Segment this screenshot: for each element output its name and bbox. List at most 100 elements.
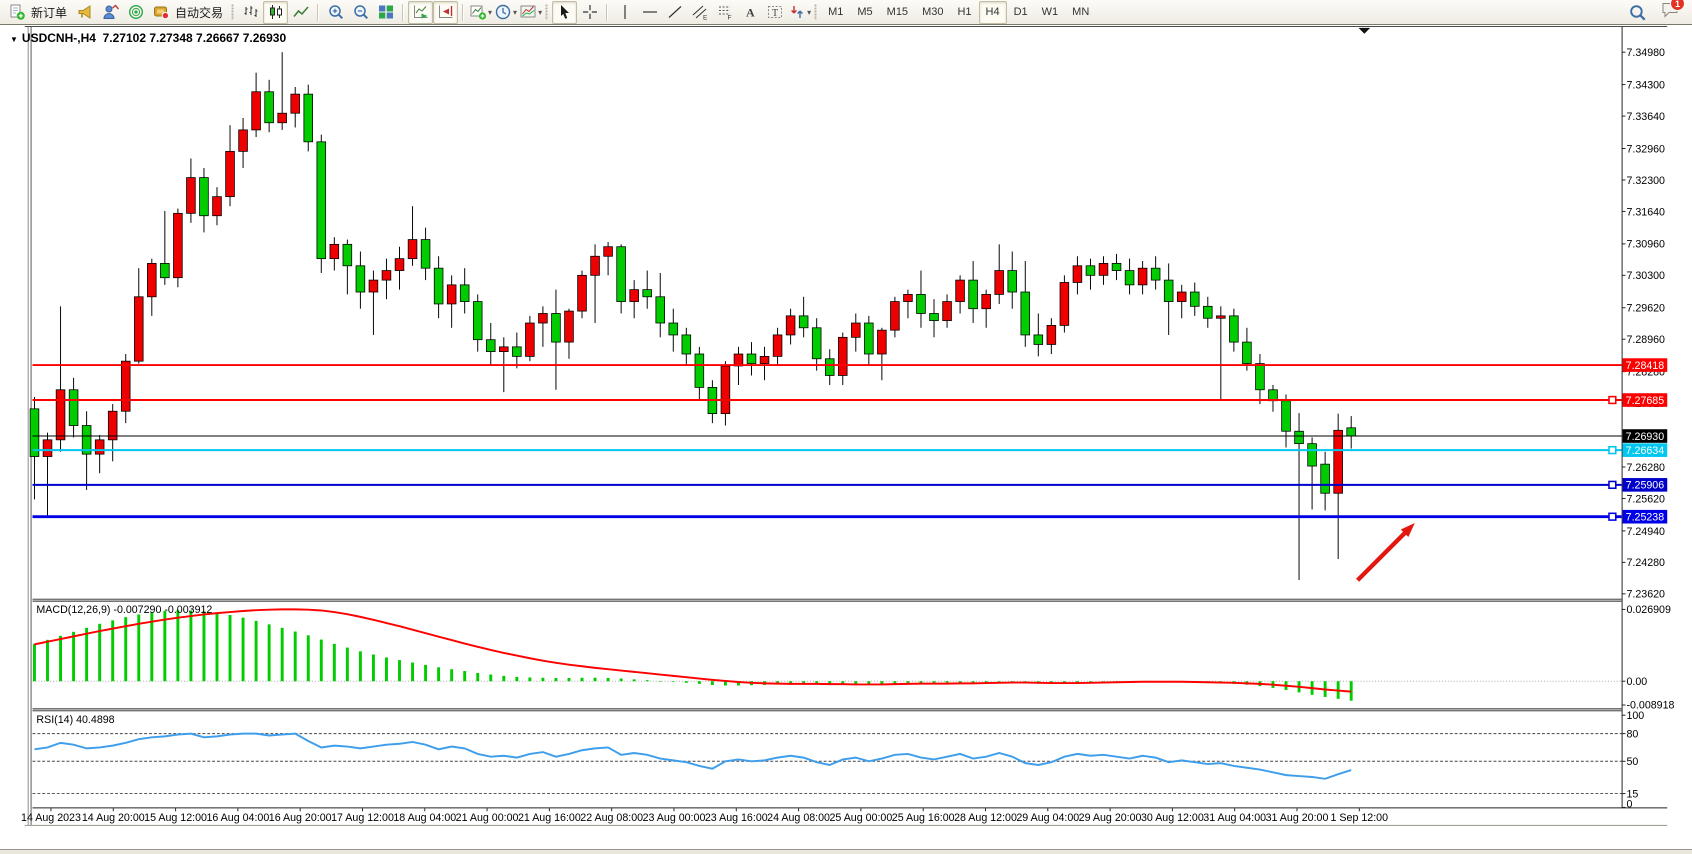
auto-trading-button[interactable] xyxy=(148,1,173,24)
time-tick: 16 Aug 20:00 xyxy=(269,812,332,824)
toolbar-grip-2[interactable] xyxy=(545,4,549,20)
candle-body xyxy=(342,243,353,267)
chart-shift-button[interactable] xyxy=(433,0,459,24)
zoom-out-icon xyxy=(352,3,370,21)
timeframe-M1[interactable]: M1 xyxy=(828,6,844,18)
resistance-line-2-handle[interactable] xyxy=(1608,395,1617,405)
timeframe-H1[interactable]: H1 xyxy=(957,6,972,18)
candle-body xyxy=(394,258,405,271)
candle-body xyxy=(864,322,874,355)
arrows-dropdown-arrow: ▾ xyxy=(807,7,812,17)
support-line-3-price-tag xyxy=(1622,509,1668,524)
price-axis: 7.34980 7.34300 7.33640 7.32960 7.32300 7.316… xyxy=(1621,47,1665,601)
candle-body xyxy=(746,353,757,364)
search-button[interactable] xyxy=(1625,1,1650,24)
timeframe-H4[interactable]: H4 xyxy=(978,0,1007,24)
scroll-group xyxy=(408,0,459,25)
macd-axis-tick: 0.026909 xyxy=(1626,604,1671,616)
indicators-button[interactable]: ▾ xyxy=(468,1,493,24)
support-line-2-price-tag xyxy=(1622,478,1668,492)
candlestick-chart-button[interactable] xyxy=(263,0,289,24)
text-label-button[interactable]: T xyxy=(762,1,787,24)
signals-button[interactable] xyxy=(123,1,148,24)
candle-body xyxy=(433,267,444,305)
search-icon xyxy=(1628,3,1647,22)
indicators-dropdown-arrow: ▾ xyxy=(488,7,493,17)
tile-windows-button[interactable] xyxy=(373,1,398,24)
new-order-button[interactable] xyxy=(4,1,29,24)
svg-text:F: F xyxy=(727,15,731,22)
macd-axis-tick: 0.00 xyxy=(1626,676,1647,688)
toolbar-grip[interactable] xyxy=(231,4,235,20)
support-line-3-price-tag-label: 7.25238 xyxy=(1626,512,1665,524)
candle-body xyxy=(251,91,261,131)
support-line-1-price-tag xyxy=(1622,443,1668,457)
trend-arrow-annotation[interactable] xyxy=(1356,522,1415,582)
line-chart-button[interactable] xyxy=(288,1,313,24)
candlestick-series xyxy=(29,52,1356,581)
timeframe-M15[interactable]: M15 xyxy=(886,6,909,18)
zoom-out-button[interactable] xyxy=(348,1,373,24)
support-line-1-handle[interactable] xyxy=(1608,445,1617,455)
support-line-3-handle[interactable] xyxy=(1608,512,1617,521)
chart-type-group xyxy=(238,0,313,25)
macd-bar xyxy=(398,660,401,682)
svg-text:A: A xyxy=(746,6,755,20)
macd-bar xyxy=(932,681,936,684)
time-tick: 25 Aug 16:00 xyxy=(892,812,955,824)
macd-bar xyxy=(463,671,467,682)
rsi-axis-tick: 100 xyxy=(1626,710,1644,722)
candle-body xyxy=(785,315,796,336)
zoom-in-button[interactable] xyxy=(323,1,348,24)
bar-chart-button[interactable] xyxy=(238,1,263,24)
timeframe-MN[interactable]: MN xyxy=(1072,6,1090,18)
time-tick: 24 Aug 08:00 xyxy=(767,812,830,824)
auto-trading-label[interactable]: 自动交易 xyxy=(175,5,224,20)
trendline-button[interactable] xyxy=(662,1,687,24)
horizontal-line-button[interactable] xyxy=(637,1,662,24)
candle-body xyxy=(1033,334,1044,345)
equidistant-channel-button[interactable]: E xyxy=(687,1,712,24)
vertical-line-button[interactable] xyxy=(612,1,637,24)
timeframe-M30[interactable]: M30 xyxy=(922,6,944,18)
support-line-2-handle[interactable] xyxy=(1608,480,1617,490)
candle-body xyxy=(1176,291,1187,302)
macd-bar xyxy=(228,615,232,682)
toolbar: 新订单 自动交易 xyxy=(0,0,1692,25)
chat-button[interactable]: 1 xyxy=(1660,0,1685,24)
cursor-button[interactable] xyxy=(552,0,578,24)
market-button[interactable] xyxy=(98,1,123,24)
candle-body xyxy=(1111,263,1122,271)
crosshair-button[interactable] xyxy=(577,1,602,24)
text-button[interactable]: A xyxy=(737,1,762,24)
arrows-tool-button[interactable]: ▾ xyxy=(787,1,812,24)
toolbar-grip-3[interactable] xyxy=(814,4,818,20)
auto-scroll-button[interactable] xyxy=(408,0,434,24)
templates-button[interactable]: ▾ xyxy=(518,1,543,24)
macd-bar xyxy=(737,681,740,686)
candle-body xyxy=(1281,400,1291,432)
chart-area[interactable]: 7.34980 7.34300 7.33640 7.32960 7.32300 7.316… xyxy=(0,25,1692,854)
timeframe-M5[interactable]: M5 xyxy=(857,6,873,18)
candle-body xyxy=(1072,265,1083,283)
macd-bar xyxy=(59,635,63,682)
macd-bar xyxy=(984,681,988,683)
timeframe-W1[interactable]: W1 xyxy=(1041,6,1059,18)
candle-body xyxy=(107,410,118,441)
candle-body xyxy=(916,294,926,314)
candle-body xyxy=(120,360,131,412)
candle-body xyxy=(968,279,978,310)
new-order-label[interactable]: 新订单 xyxy=(31,5,68,20)
candle-body xyxy=(459,284,470,302)
macd-bar xyxy=(124,617,128,682)
macd-bar xyxy=(619,678,623,682)
one-click-trading-toggle[interactable]: ▼ xyxy=(10,35,18,44)
periods-button[interactable]: ▾ xyxy=(493,1,518,24)
text-icon: A xyxy=(741,3,759,21)
macd-bar xyxy=(319,639,323,682)
timeframe-D1[interactable]: D1 xyxy=(1013,6,1028,18)
alerts-button[interactable] xyxy=(73,1,98,24)
macd-bar xyxy=(176,610,180,682)
fibonacci-button[interactable]: F xyxy=(712,1,737,24)
shift-marker-icon[interactable] xyxy=(1358,27,1371,34)
